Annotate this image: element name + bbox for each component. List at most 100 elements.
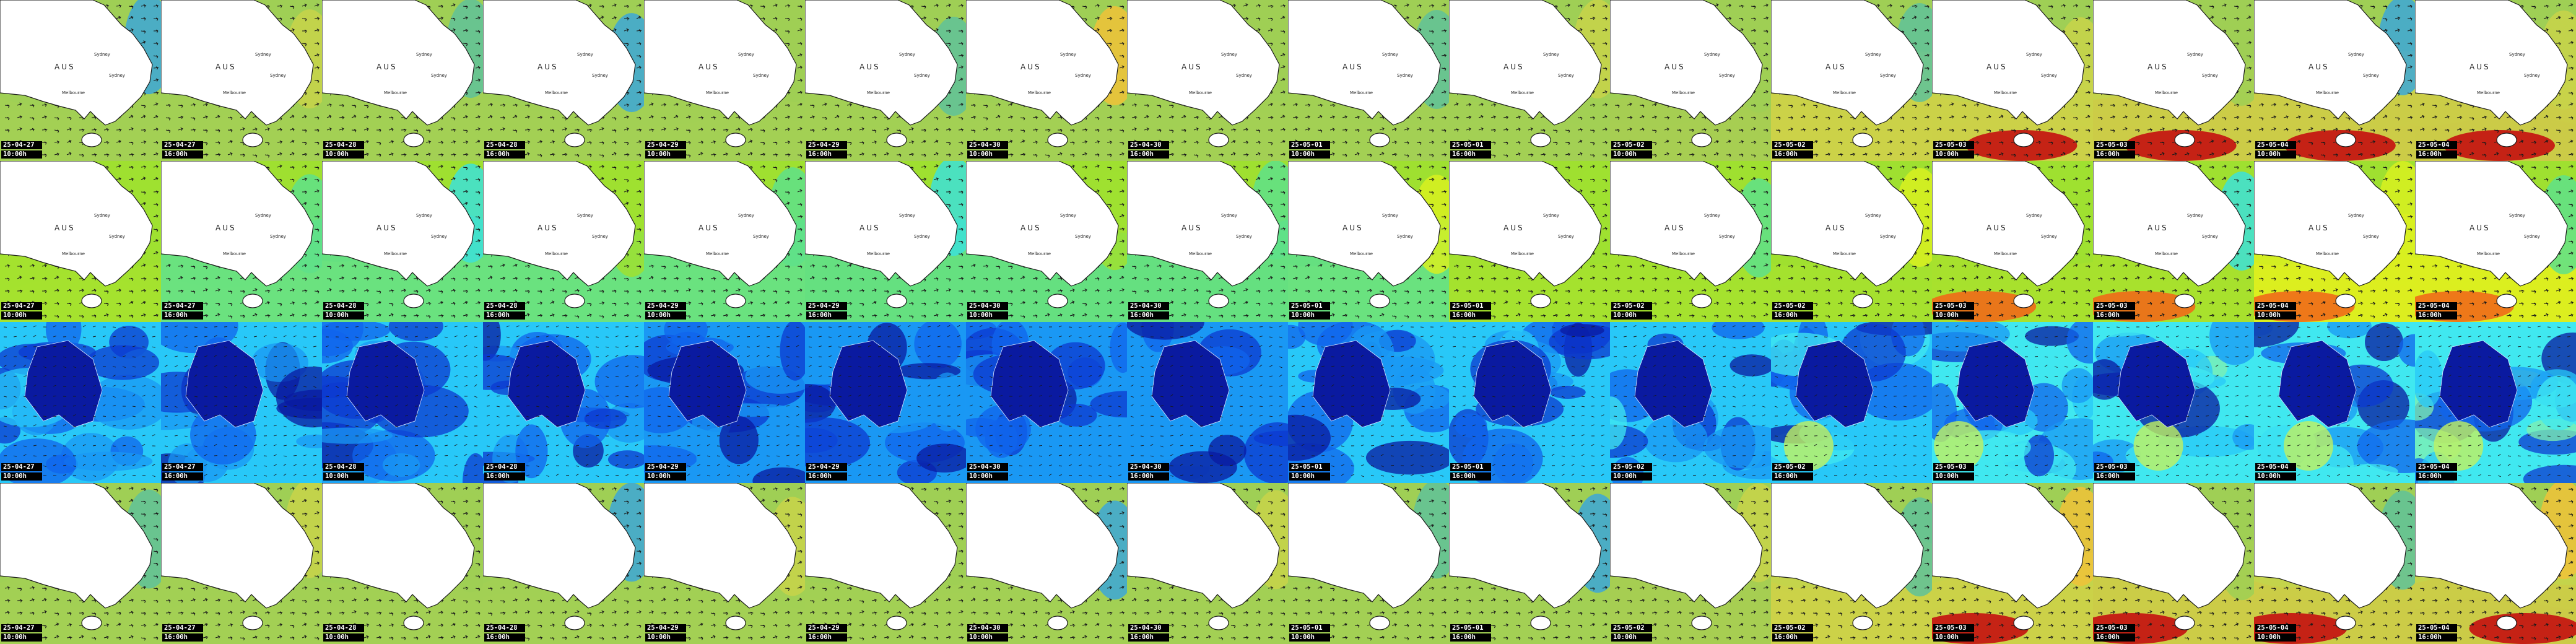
wind-arrow (1206, 154, 1211, 158)
wind-arrow (772, 277, 778, 281)
frame-date-label: 25-04-29 (806, 141, 847, 149)
wind-arrow (475, 277, 481, 281)
wind-arrow (103, 313, 110, 317)
wind-arrow (2395, 28, 2401, 32)
wind-arrow (1268, 154, 1273, 157)
wind-arrow (2048, 5, 2053, 9)
wind-arrow (1268, 204, 1273, 207)
wind-arrow (1738, 289, 1744, 293)
wind-arrow (351, 115, 357, 118)
wind-arrow (190, 265, 196, 269)
wind-arrow (1379, 290, 1385, 294)
wind-arrow (1119, 54, 1125, 58)
wind-arrow (1738, 28, 1744, 32)
wind-arrow (1280, 266, 1286, 269)
wind-arrow (1007, 128, 1014, 132)
wind-arrow (487, 128, 494, 131)
wind-arrow (1280, 4, 1286, 8)
wind-arrow (475, 289, 481, 292)
wind-arrow (141, 17, 146, 21)
wind-arrow (846, 115, 853, 119)
wind-arrow (141, 289, 147, 292)
wind-arrow (524, 115, 531, 119)
wind-arrow (1168, 140, 1175, 144)
wind-arrow (463, 129, 468, 133)
wind-arrow (1676, 141, 1682, 145)
wind-arrow (710, 128, 716, 132)
wind-arrow (165, 263, 172, 268)
wind-arrow (2035, 128, 2042, 132)
wind-arrow (685, 288, 691, 292)
wind-arrow (1441, 140, 1447, 144)
wind-arrow (1528, 290, 1533, 294)
wind-arrow (1379, 313, 1385, 317)
wind-arrow (463, 264, 469, 268)
country-label: AUS (215, 63, 237, 71)
wind-arrow (1119, 214, 1125, 218)
wind-arrow (2543, 115, 2549, 118)
wind-arrow (1602, 266, 1608, 269)
wind-arrow (153, 214, 159, 218)
wind-arrow (277, 288, 282, 292)
wind-arrow (1268, 166, 1273, 170)
city-label-north: Sydney (2187, 52, 2203, 57)
wind-arrow (4, 264, 11, 268)
wind-arrow (289, 139, 295, 143)
landmass-tasmania (2013, 133, 2034, 147)
wind-arrow (1305, 276, 1310, 279)
wind-arrow (1243, 153, 1250, 157)
wind-arrow (438, 290, 443, 294)
wind-arrow (1243, 314, 1249, 318)
wind-arrow (128, 315, 134, 318)
wind-arrow (450, 17, 456, 22)
wind-arrow (946, 3, 952, 7)
wind-arrow (29, 276, 35, 281)
wind-arrow (1119, 28, 1125, 32)
wind-arrow (1032, 141, 1038, 144)
wind-arrow (2543, 129, 2549, 133)
wind-arrow (1552, 300, 1558, 304)
wind-arrow (2531, 127, 2536, 131)
wind-arrow (1429, 289, 1435, 293)
wind-arrow (1738, 177, 1744, 181)
wind-arrow (1255, 290, 1261, 294)
city-label-north: Sydney (1382, 52, 1398, 57)
wind-arrow (2556, 116, 2562, 120)
wind-arrow (2370, 140, 2376, 144)
wind-arrow (1590, 302, 1595, 306)
wind-arrow (1305, 127, 1311, 131)
wind-arrow (1503, 277, 1509, 281)
wind-arrow (1912, 104, 1917, 108)
wind-arrow (1577, 301, 1583, 305)
wind-arrow (1082, 313, 1088, 317)
wind-arrow (1069, 154, 1075, 157)
wind-arrow (1429, 315, 1434, 318)
wind-arrow (921, 165, 927, 169)
wind-arrow (1230, 290, 1236, 294)
wind-arrow (958, 42, 964, 46)
wind-arrow (636, 154, 642, 157)
wind-arrow (958, 303, 964, 307)
wind-arrow (1193, 301, 1199, 305)
wind-arrow (1255, 277, 1261, 281)
wind-arrow (1726, 4, 1732, 7)
wind-arrow (475, 30, 481, 34)
wind-arrow (624, 290, 629, 294)
wind-arrow (1478, 115, 1484, 119)
wind-arrow (2395, 153, 2401, 157)
wind-arrow (438, 301, 444, 305)
wind-arrow (1095, 129, 1100, 133)
wind-arrow (1119, 227, 1126, 231)
city-label-north: Sydney (255, 213, 271, 218)
wind-arrow (1812, 115, 1819, 119)
wind-arrow (1763, 30, 1769, 33)
wind-arrow (1268, 142, 1273, 146)
wind-arrow (1020, 301, 1026, 305)
wind-arrow (438, 165, 444, 168)
wind-arrow (1565, 141, 1570, 146)
wind-arrow (277, 128, 283, 131)
wind-arrow (1441, 315, 1447, 318)
wind-arrow (1751, 42, 1756, 46)
city-label-north: Sydney (416, 52, 432, 57)
wind-arrow (475, 91, 481, 95)
